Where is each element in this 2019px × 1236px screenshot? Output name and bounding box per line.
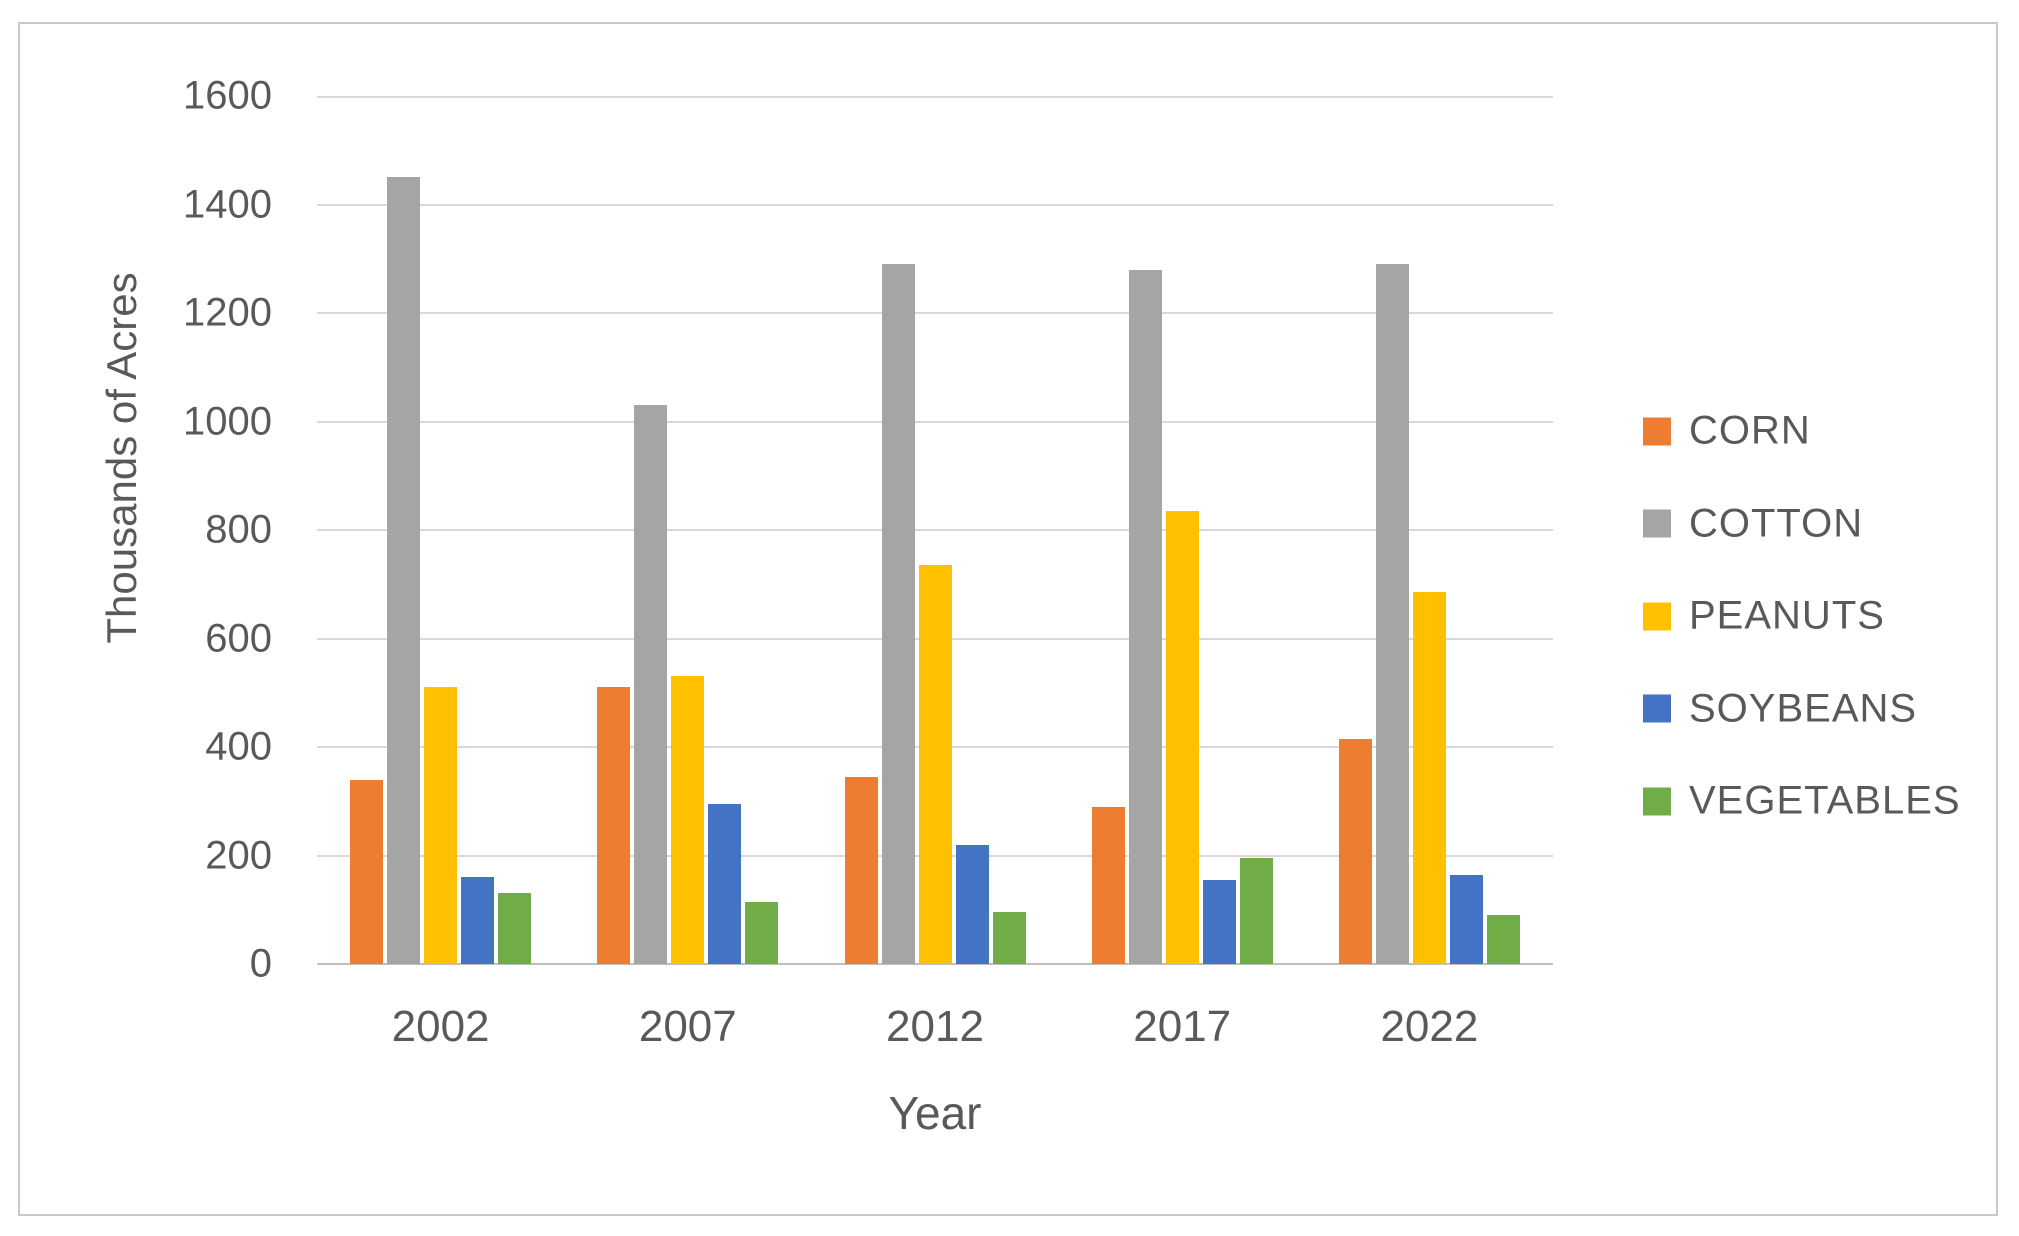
bar-corn-2012 bbox=[844, 776, 878, 964]
legend-swatch-corn bbox=[1643, 417, 1671, 445]
bar-peanuts-2017 bbox=[1165, 511, 1199, 964]
legend-label-soybeans: SOYBEANS bbox=[1689, 686, 1918, 730]
gridline-1600 bbox=[317, 96, 1553, 98]
x-category-label-2022: 2022 bbox=[1380, 1002, 1479, 1051]
legend-entry-cotton: COTTON bbox=[1643, 501, 1863, 546]
bar-peanuts-2022 bbox=[1412, 592, 1446, 964]
bar-vegetables-2017 bbox=[1239, 858, 1273, 964]
x-category-label-2017: 2017 bbox=[1133, 1002, 1232, 1051]
legend-label-peanuts: PEANUTS bbox=[1689, 593, 1885, 638]
gridline-1400 bbox=[317, 203, 1553, 206]
bar-corn-2002 bbox=[350, 779, 384, 964]
bar-cotton-2002 bbox=[387, 177, 421, 964]
y-tick-label-800: 800 bbox=[205, 507, 272, 552]
x-axis-line bbox=[317, 963, 1553, 965]
bar-peanuts-2002 bbox=[424, 687, 458, 964]
legend-swatch-soybeans bbox=[1643, 694, 1671, 723]
legend-label-corn: CORN bbox=[1689, 408, 1811, 453]
bar-cotton-2012 bbox=[881, 264, 915, 964]
bar-cotton-2007 bbox=[634, 405, 668, 964]
legend-entry-vegetables: VEGETABLES bbox=[1643, 779, 1961, 824]
y-tick-label-0: 0 bbox=[249, 941, 272, 986]
y-tick-label-600: 600 bbox=[205, 616, 272, 660]
bar-corn-2007 bbox=[597, 687, 631, 964]
legend-swatch-peanuts bbox=[1643, 602, 1671, 630]
bar-cotton-2017 bbox=[1128, 269, 1162, 964]
x-category-label-2002: 2002 bbox=[391, 1002, 490, 1051]
bar-soybeans-2017 bbox=[1202, 879, 1236, 964]
y-tick-label-1400: 1400 bbox=[183, 182, 272, 226]
bar-soybeans-2002 bbox=[461, 877, 495, 964]
x-category-label-2007: 2007 bbox=[638, 1002, 737, 1051]
bar-soybeans-2012 bbox=[955, 844, 989, 964]
legend-swatch-vegetables bbox=[1643, 787, 1671, 815]
bar-vegetables-2022 bbox=[1486, 915, 1520, 964]
bar-soybeans-2022 bbox=[1449, 874, 1483, 964]
y-tick-label-1200: 1200 bbox=[183, 290, 272, 335]
x-axis-title: Year bbox=[888, 1087, 982, 1139]
gridline-800 bbox=[317, 529, 1553, 531]
bar-peanuts-2012 bbox=[918, 565, 952, 964]
bar-vegetables-2002 bbox=[498, 893, 532, 964]
legend-entry-corn: CORN bbox=[1643, 409, 1811, 454]
legend-label-cotton: COTTON bbox=[1689, 501, 1864, 545]
y-tick-label-400: 400 bbox=[205, 724, 272, 769]
bar-peanuts-2007 bbox=[671, 676, 705, 964]
bar-corn-2017 bbox=[1091, 806, 1125, 964]
x-category-label-2012: 2012 bbox=[886, 1002, 984, 1051]
gridline-1200 bbox=[317, 312, 1553, 314]
y-tick-label-200: 200 bbox=[205, 833, 272, 877]
gridline-1000 bbox=[317, 420, 1553, 423]
bar-vegetables-2012 bbox=[992, 912, 1026, 964]
plot-area bbox=[317, 96, 1553, 965]
bar-vegetables-2007 bbox=[745, 901, 779, 964]
legend-swatch-cotton bbox=[1643, 509, 1671, 538]
bar-cotton-2022 bbox=[1375, 264, 1409, 964]
bar-corn-2022 bbox=[1338, 738, 1372, 964]
y-tick-label-1000: 1000 bbox=[183, 399, 272, 443]
y-tick-label-1600: 1600 bbox=[183, 73, 272, 118]
legend-entry-peanuts: PEANUTS bbox=[1643, 594, 1885, 639]
legend-entry-soybeans: SOYBEANS bbox=[1643, 686, 1917, 731]
bar-soybeans-2007 bbox=[708, 803, 742, 964]
legend-label-vegetables: VEGETABLES bbox=[1689, 778, 1961, 823]
